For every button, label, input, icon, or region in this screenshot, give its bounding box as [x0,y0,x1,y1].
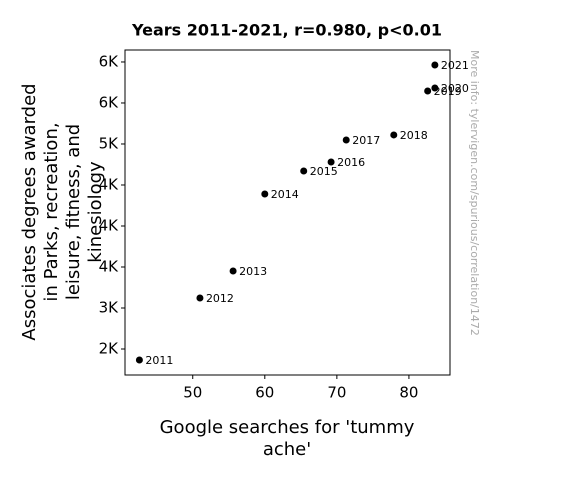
point-label: 2021 [441,59,469,72]
point-label: 2016 [337,156,365,169]
y-tick-label: 6K [99,93,120,111]
y-tick-label: 3K [99,298,120,316]
point-label: 2011 [145,354,173,367]
x-tick-label: 70 [327,384,346,402]
y-tick-label: 6K [99,52,120,70]
point-label: 2018 [400,129,428,142]
point [300,167,308,175]
watermark: More info: tylervigen.com/spurious/corre… [468,50,481,336]
y-tick-label: 2K [99,340,120,358]
plot-frame [124,49,451,376]
point [431,61,439,69]
point-label: 2015 [310,165,338,178]
point-label: 2014 [271,188,299,201]
x-axis-label: Google searches for 'tummy ache' [160,417,415,460]
y-axis-label: Associates degrees awardedin Parks, recr… [19,83,106,340]
point [135,356,143,364]
point [342,136,350,144]
point [431,84,439,92]
point [261,190,269,198]
y-tick-label: 4K [99,257,120,275]
point-label: 2012 [206,292,234,305]
point-label: 2017 [352,134,380,147]
x-tick-label: 60 [255,384,274,402]
y-tick-label: 4K [99,175,120,193]
chart-title: Years 2011-2021, r=0.980, p<0.01 [131,21,442,40]
point [229,267,237,275]
y-tick-label: 4K [99,216,120,234]
point [327,158,335,166]
x-tick-label: 80 [399,384,418,402]
point [390,131,398,139]
x-tick-label: 50 [183,384,202,402]
point [196,294,204,302]
point-label: 2019 [434,85,462,98]
point-label: 2013 [239,265,267,278]
y-tick-label: 5K [99,134,120,152]
point [424,87,432,95]
point-label: 2020 [441,82,469,95]
